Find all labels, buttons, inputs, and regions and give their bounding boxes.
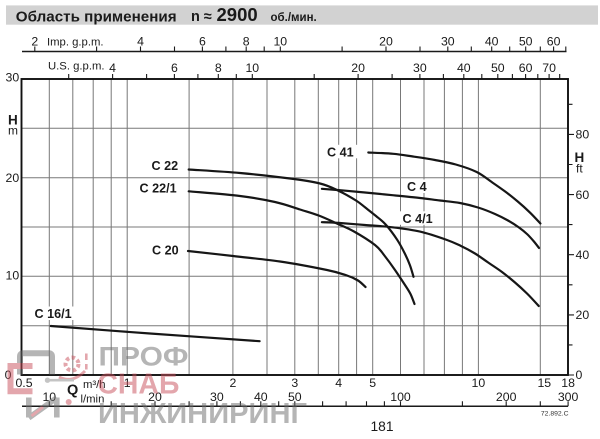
svg-text:Imp. g.p.m.: Imp. g.p.m. — [47, 36, 104, 48]
svg-text:m: m — [8, 124, 18, 138]
svg-text:об./мин.: об./мин. — [271, 12, 317, 24]
svg-text:H: H — [575, 150, 585, 165]
svg-text:8: 8 — [243, 34, 250, 48]
svg-text:ПРОФ: ПРОФ — [99, 342, 189, 372]
svg-text:72.892.C: 72.892.C — [541, 411, 569, 418]
svg-text:H: H — [8, 113, 18, 128]
svg-text:0: 0 — [576, 368, 583, 382]
svg-text:C 22/1: C 22/1 — [140, 182, 177, 196]
svg-text:4: 4 — [109, 61, 116, 75]
svg-text:40: 40 — [254, 390, 268, 404]
svg-text:20: 20 — [148, 390, 162, 404]
svg-text:Q: Q — [67, 383, 78, 399]
svg-text:30: 30 — [413, 61, 427, 75]
svg-text:10: 10 — [245, 61, 259, 75]
svg-text:C 41: C 41 — [327, 145, 354, 159]
svg-text:20: 20 — [576, 308, 590, 322]
svg-text:50: 50 — [519, 34, 533, 48]
svg-text:60: 60 — [547, 34, 561, 48]
svg-text:U.S. g.p.m.: U.S. g.p.m. — [48, 60, 105, 72]
svg-text:4: 4 — [335, 376, 342, 390]
svg-text:10: 10 — [6, 268, 20, 282]
svg-text:ИНЖИНИРИНГ: ИНЖИНИРИНГ — [98, 398, 307, 430]
svg-text:C 16/1: C 16/1 — [35, 307, 72, 321]
svg-text:l/min: l/min — [81, 394, 105, 406]
svg-text:181: 181 — [370, 419, 393, 434]
svg-text:2900: 2900 — [217, 4, 258, 25]
svg-text:10: 10 — [273, 34, 287, 48]
svg-text:10: 10 — [472, 376, 486, 390]
svg-text:40: 40 — [457, 61, 471, 75]
svg-text:300: 300 — [558, 390, 579, 404]
svg-text:m³/h: m³/h — [83, 379, 106, 391]
svg-text:200: 200 — [496, 390, 517, 404]
svg-text:20: 20 — [379, 34, 393, 48]
svg-text:5: 5 — [369, 376, 376, 390]
svg-text:2: 2 — [229, 376, 236, 390]
svg-text:C 4/1: C 4/1 — [403, 212, 433, 226]
svg-text:8: 8 — [215, 61, 222, 75]
svg-text:30: 30 — [210, 390, 224, 404]
svg-text:80: 80 — [576, 128, 590, 142]
svg-text:C 4: C 4 — [407, 180, 427, 194]
svg-text:40: 40 — [485, 34, 499, 48]
svg-text:Область применения: Область применения — [16, 8, 177, 25]
svg-text:50: 50 — [491, 61, 505, 75]
svg-text:0.5: 0.5 — [15, 376, 32, 390]
svg-text:20: 20 — [6, 171, 20, 185]
svg-text:4: 4 — [137, 34, 144, 48]
svg-text:60: 60 — [576, 188, 590, 202]
svg-text:СНАБ: СНАБ — [97, 368, 179, 400]
svg-text:6: 6 — [199, 34, 206, 48]
svg-text:n ≈: n ≈ — [191, 9, 212, 25]
svg-text:1: 1 — [124, 376, 131, 390]
svg-text:2: 2 — [31, 34, 38, 48]
svg-text:50: 50 — [288, 390, 302, 404]
svg-text:100: 100 — [390, 390, 411, 404]
svg-text:ft: ft — [576, 161, 583, 175]
svg-text:C 20: C 20 — [152, 244, 179, 258]
svg-text:70: 70 — [542, 61, 556, 75]
svg-text:30: 30 — [441, 34, 455, 48]
svg-text:15: 15 — [537, 376, 551, 390]
svg-text:3: 3 — [291, 376, 298, 390]
svg-text:6: 6 — [171, 61, 178, 75]
svg-text:40: 40 — [576, 248, 590, 262]
svg-text:30: 30 — [6, 71, 20, 85]
svg-text:C 22: C 22 — [152, 159, 179, 173]
svg-text:18: 18 — [561, 376, 575, 390]
svg-text:20: 20 — [351, 61, 365, 75]
svg-text:60: 60 — [519, 61, 533, 75]
